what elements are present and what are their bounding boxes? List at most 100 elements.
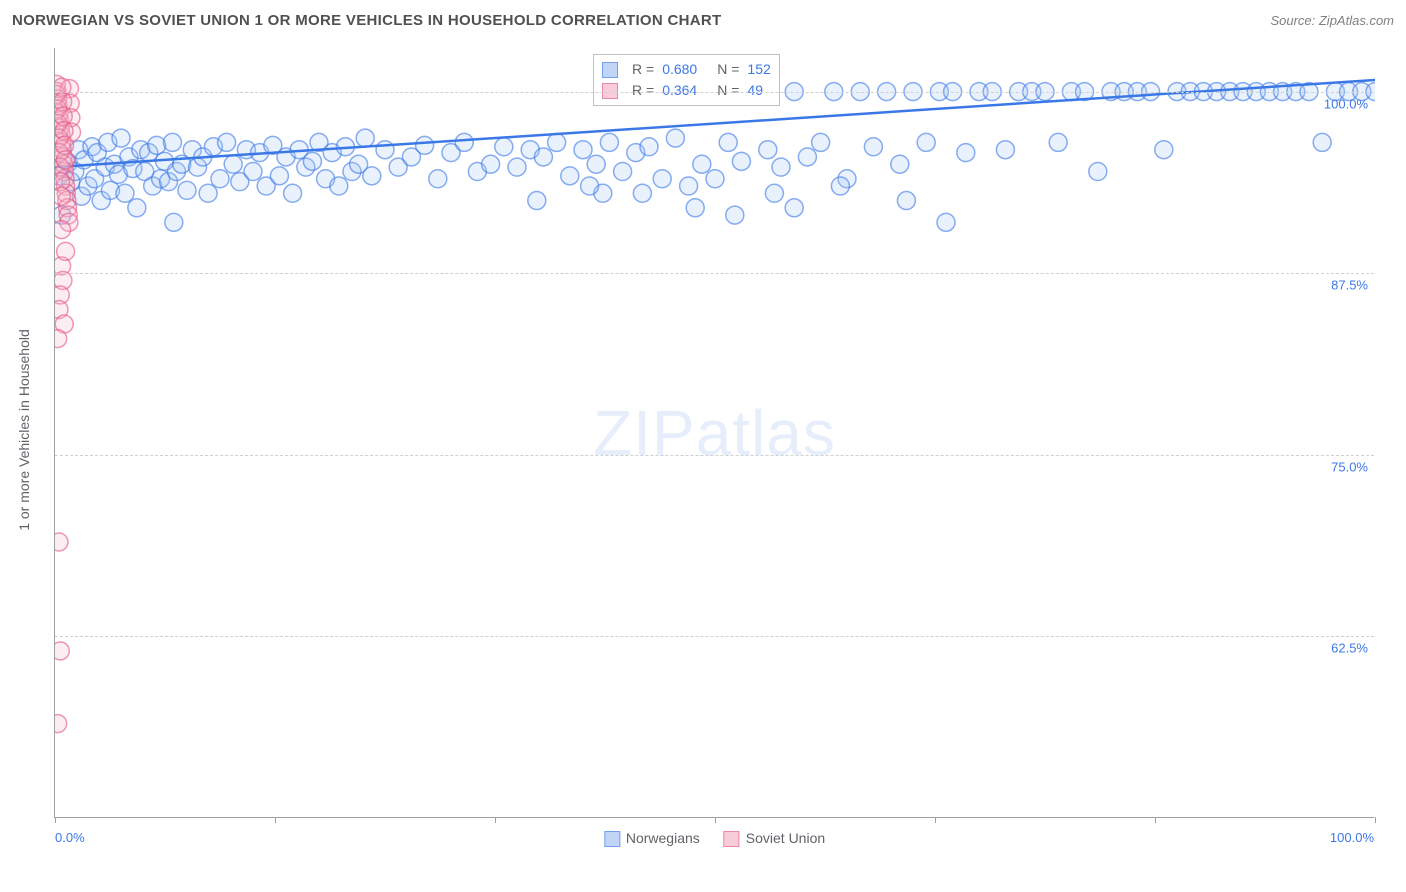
y-tick-label: 87.5%: [1331, 278, 1368, 293]
x-axis-label-min: 0.0%: [55, 830, 85, 845]
scatter-point: [831, 177, 849, 195]
legend-series: Norwegians Soviet Union: [604, 830, 825, 847]
scatter-point: [356, 129, 374, 147]
legend-n-value: 49: [747, 80, 763, 101]
scatter-point: [772, 158, 790, 176]
legend-swatch: [602, 83, 618, 99]
scatter-point: [587, 155, 605, 173]
scatter-point: [218, 133, 236, 151]
scatter-point: [759, 141, 777, 159]
y-tick-label: 62.5%: [1331, 641, 1368, 656]
scatter-point: [785, 199, 803, 217]
scatter-point: [548, 133, 566, 151]
legend-swatch: [724, 831, 740, 847]
y-tick-label: 100.0%: [1324, 96, 1368, 111]
scatter-point: [128, 199, 146, 217]
scatter-point: [917, 133, 935, 151]
scatter-point: [55, 221, 71, 239]
scatter-point: [957, 144, 975, 162]
scatter-point: [581, 177, 599, 195]
legend-correlation-row: R = 0.364 N = 49: [602, 80, 771, 101]
gridline: [55, 636, 1374, 637]
scatter-point: [495, 138, 513, 156]
scatter-point: [57, 242, 75, 260]
scatter-point: [165, 213, 183, 231]
scatter-point: [270, 167, 288, 185]
scatter-svg: [55, 48, 1375, 818]
scatter-point: [706, 170, 724, 188]
legend-swatch: [604, 831, 620, 847]
scatter-point: [534, 148, 552, 166]
scatter-point: [732, 152, 750, 170]
legend-r-label: R =: [632, 80, 654, 101]
x-tick: [715, 817, 716, 823]
y-tick-label: 75.0%: [1331, 459, 1368, 474]
scatter-point: [55, 330, 67, 348]
legend-r-value: 0.680: [662, 59, 697, 80]
scatter-point: [244, 162, 262, 180]
scatter-point: [303, 152, 321, 170]
scatter-point: [996, 141, 1014, 159]
scatter-point: [55, 715, 67, 733]
scatter-point: [199, 184, 217, 202]
legend-r-label: R =: [632, 59, 654, 80]
legend-series-label: Norwegians: [626, 830, 700, 846]
scatter-point: [600, 133, 618, 151]
scatter-point: [937, 213, 955, 231]
scatter-point: [528, 192, 546, 210]
scatter-point: [633, 184, 651, 202]
scatter-point: [211, 170, 229, 188]
scatter-point: [614, 162, 632, 180]
scatter-point: [680, 177, 698, 195]
scatter-point: [897, 192, 915, 210]
scatter-point: [574, 141, 592, 159]
scatter-point: [56, 151, 74, 169]
legend-swatch: [602, 62, 618, 78]
legend-n-label: N =: [717, 59, 739, 80]
scatter-point: [178, 181, 196, 199]
legend-series-label: Soviet Union: [746, 830, 825, 846]
scatter-point: [482, 155, 500, 173]
scatter-point: [148, 136, 166, 154]
legend-n-label: N =: [717, 80, 739, 101]
legend-n-value: 152: [747, 59, 770, 80]
scatter-point: [1313, 133, 1331, 151]
y-axis-label: 1 or more Vehicles in Household: [16, 329, 32, 531]
scatter-point: [812, 133, 830, 151]
gridline: [55, 455, 1374, 456]
scatter-point: [1155, 141, 1173, 159]
scatter-point: [55, 642, 69, 660]
scatter-point: [112, 129, 130, 147]
scatter-point: [686, 199, 704, 217]
source-attribution: Source: ZipAtlas.com: [1270, 13, 1394, 28]
scatter-point: [891, 155, 909, 173]
gridline: [55, 92, 1374, 93]
x-tick: [275, 817, 276, 823]
scatter-point: [1089, 162, 1107, 180]
scatter-point: [116, 184, 134, 202]
legend-correlation-row: R = 0.680 N = 152: [602, 59, 771, 80]
x-axis-label-max: 100.0%: [1330, 830, 1374, 845]
x-tick: [55, 817, 56, 823]
scatter-point: [561, 167, 579, 185]
chart-plot-area: ZIPatlas R = 0.680N = 152R = 0.364N = 49…: [54, 48, 1374, 818]
legend-series-item: Soviet Union: [724, 830, 825, 847]
scatter-point: [666, 129, 684, 147]
scatter-point: [376, 141, 394, 159]
x-tick: [935, 817, 936, 823]
scatter-point: [864, 138, 882, 156]
scatter-point: [798, 148, 816, 166]
scatter-point: [330, 177, 348, 195]
legend-r-value: 0.364: [662, 80, 697, 101]
scatter-point: [726, 206, 744, 224]
scatter-point: [765, 184, 783, 202]
scatter-point: [284, 184, 302, 202]
x-tick: [1155, 817, 1156, 823]
scatter-point: [1049, 133, 1067, 151]
scatter-point: [429, 170, 447, 188]
scatter-point: [640, 138, 658, 156]
scatter-point: [224, 155, 242, 173]
scatter-point: [55, 187, 70, 205]
scatter-point: [163, 133, 181, 151]
legend-correlation-box: R = 0.680 N = 152 R = 0.364 N = 49: [593, 54, 780, 106]
